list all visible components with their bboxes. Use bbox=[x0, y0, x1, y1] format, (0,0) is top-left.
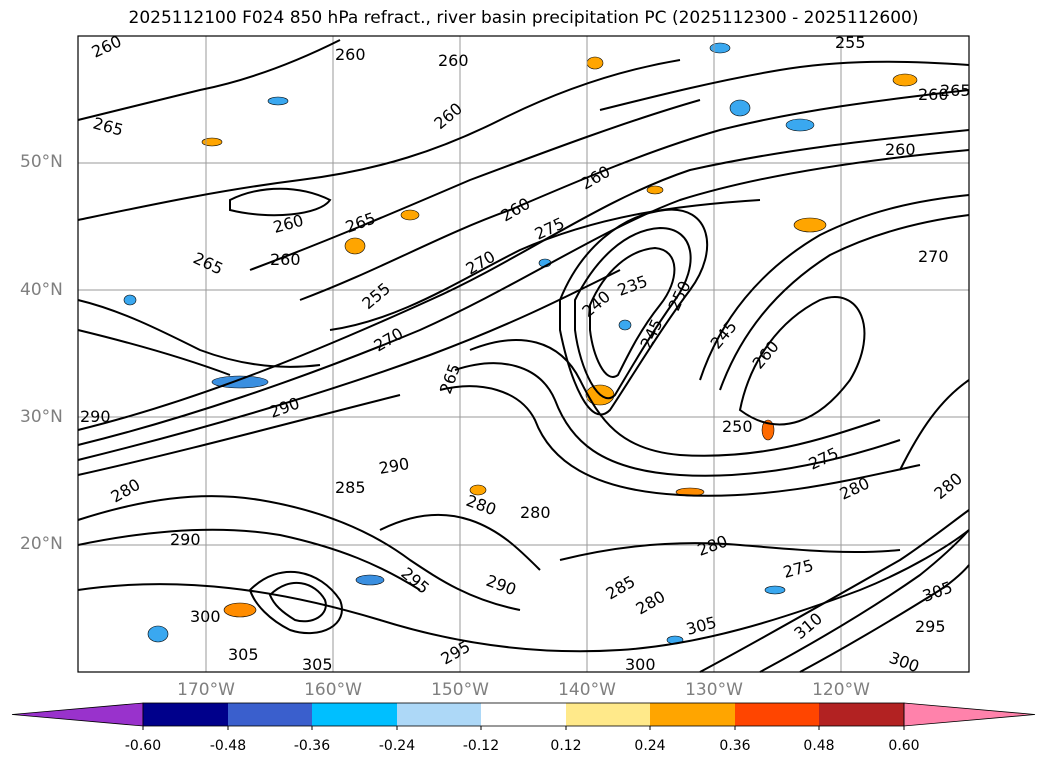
contour-label: 260 bbox=[885, 140, 916, 159]
colorbar-label: 0.36 bbox=[719, 738, 751, 754]
colorbar-swatch bbox=[735, 703, 819, 726]
contour-label: 255 bbox=[835, 33, 866, 52]
colorbar-label: 0.24 bbox=[634, 738, 666, 754]
contour-label: 295 bbox=[915, 617, 946, 636]
contour-label: 260 bbox=[438, 51, 469, 70]
colorbar-label: 0.12 bbox=[550, 738, 582, 754]
refractivity-contours bbox=[77, 39, 970, 673]
map-title: 2025112100 F024 850 hPa refract., river … bbox=[128, 8, 919, 28]
lon-label-130w: 130°W bbox=[685, 680, 743, 700]
colorbar-label: -0.48 bbox=[209, 738, 247, 754]
contour-label: 265 bbox=[940, 81, 971, 100]
lon-label-150w: 150°W bbox=[431, 680, 489, 700]
colorbar-swatch bbox=[143, 703, 228, 726]
contour-label: 290 bbox=[80, 407, 111, 426]
lon-label-120w: 120°W bbox=[812, 680, 870, 700]
contour-label: 260 bbox=[270, 250, 301, 269]
lon-label-160w: 160°W bbox=[304, 680, 362, 700]
contour-label: 305 bbox=[228, 645, 259, 664]
colorbar-swatch bbox=[11, 702, 144, 727]
colorbar-swatch bbox=[650, 703, 735, 726]
colorbar-label: -0.24 bbox=[378, 738, 416, 754]
colorbar-swatch bbox=[903, 702, 1036, 727]
contour-label: 305 bbox=[302, 655, 333, 674]
lon-label-170w: 170°W bbox=[177, 680, 235, 700]
map-frame-bg bbox=[78, 36, 969, 672]
colorbar bbox=[11, 702, 1036, 730]
map-frame-border bbox=[77, 35, 970, 673]
colorbar-swatch bbox=[312, 703, 397, 726]
contour-label: 280 bbox=[520, 503, 551, 522]
colorbar-label: -0.60 bbox=[124, 738, 162, 754]
colorbar-swatch bbox=[397, 703, 481, 726]
colorbar-swatch bbox=[228, 703, 312, 726]
colorbar-label: -0.12 bbox=[462, 738, 500, 754]
graticule bbox=[78, 36, 969, 672]
colorbar-label: -0.36 bbox=[293, 738, 331, 754]
contour-label: 300 bbox=[625, 655, 656, 674]
lat-label-20n: 20°N bbox=[20, 534, 63, 554]
colorbar-label: 0.48 bbox=[803, 738, 835, 754]
contour-label: 260 bbox=[918, 85, 949, 104]
contour-label: 285 bbox=[335, 478, 366, 497]
lat-label-50n: 50°N bbox=[20, 152, 63, 172]
colorbar-label: 0.60 bbox=[888, 738, 920, 754]
contour-label: 300 bbox=[190, 607, 221, 626]
colorbar-outline bbox=[142, 702, 905, 727]
colorbar-swatch bbox=[566, 703, 650, 726]
contour-label: 260 bbox=[335, 45, 366, 64]
lat-label-30n: 30°N bbox=[20, 407, 63, 427]
contour-label: 270 bbox=[918, 247, 949, 266]
lon-label-140w: 140°W bbox=[558, 680, 616, 700]
colorbar-swatch bbox=[819, 703, 904, 726]
contour-label: 250 bbox=[722, 417, 753, 436]
colorbar-swatch bbox=[481, 703, 566, 726]
lat-label-40n: 40°N bbox=[20, 280, 63, 300]
contour-label: 290 bbox=[170, 530, 201, 549]
